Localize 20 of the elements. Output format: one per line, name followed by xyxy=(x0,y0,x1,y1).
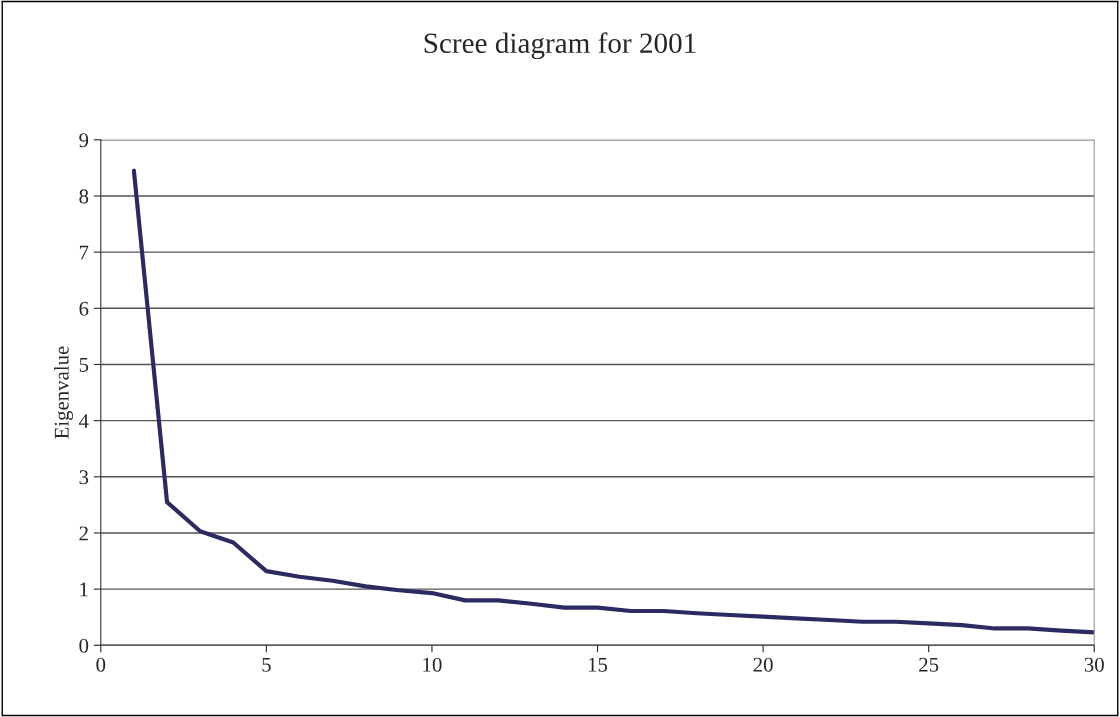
x-tick-label: 25 xyxy=(919,657,939,672)
x-tick-label: 15 xyxy=(588,657,608,672)
line-series xyxy=(131,168,1095,635)
y-tick-label: 2 xyxy=(79,526,88,541)
y-tick-label: 0 xyxy=(79,638,89,653)
y-tick-label: 3 xyxy=(79,470,89,485)
y-tick-label: 9 xyxy=(79,133,89,148)
y-tick-label: 5 xyxy=(79,358,89,372)
y-tick-label: 6 xyxy=(79,301,89,316)
y-tick-label: 8 xyxy=(79,189,89,204)
y-tick-label: 4 xyxy=(78,414,89,428)
y-tick-label: 1 xyxy=(80,582,88,597)
x-tick-label: 30 xyxy=(1084,657,1104,672)
x-tick-label: 10 xyxy=(423,657,442,672)
y-tick-label: 7 xyxy=(79,245,89,260)
x-tick-label: 5 xyxy=(262,657,271,672)
x-tick-label: 0 xyxy=(96,657,106,672)
x-tick-label: 20 xyxy=(753,657,773,672)
y-axis-title: Eigenvalue xyxy=(54,346,74,439)
chart-title: Scree diagram for 2001 xyxy=(424,32,696,60)
